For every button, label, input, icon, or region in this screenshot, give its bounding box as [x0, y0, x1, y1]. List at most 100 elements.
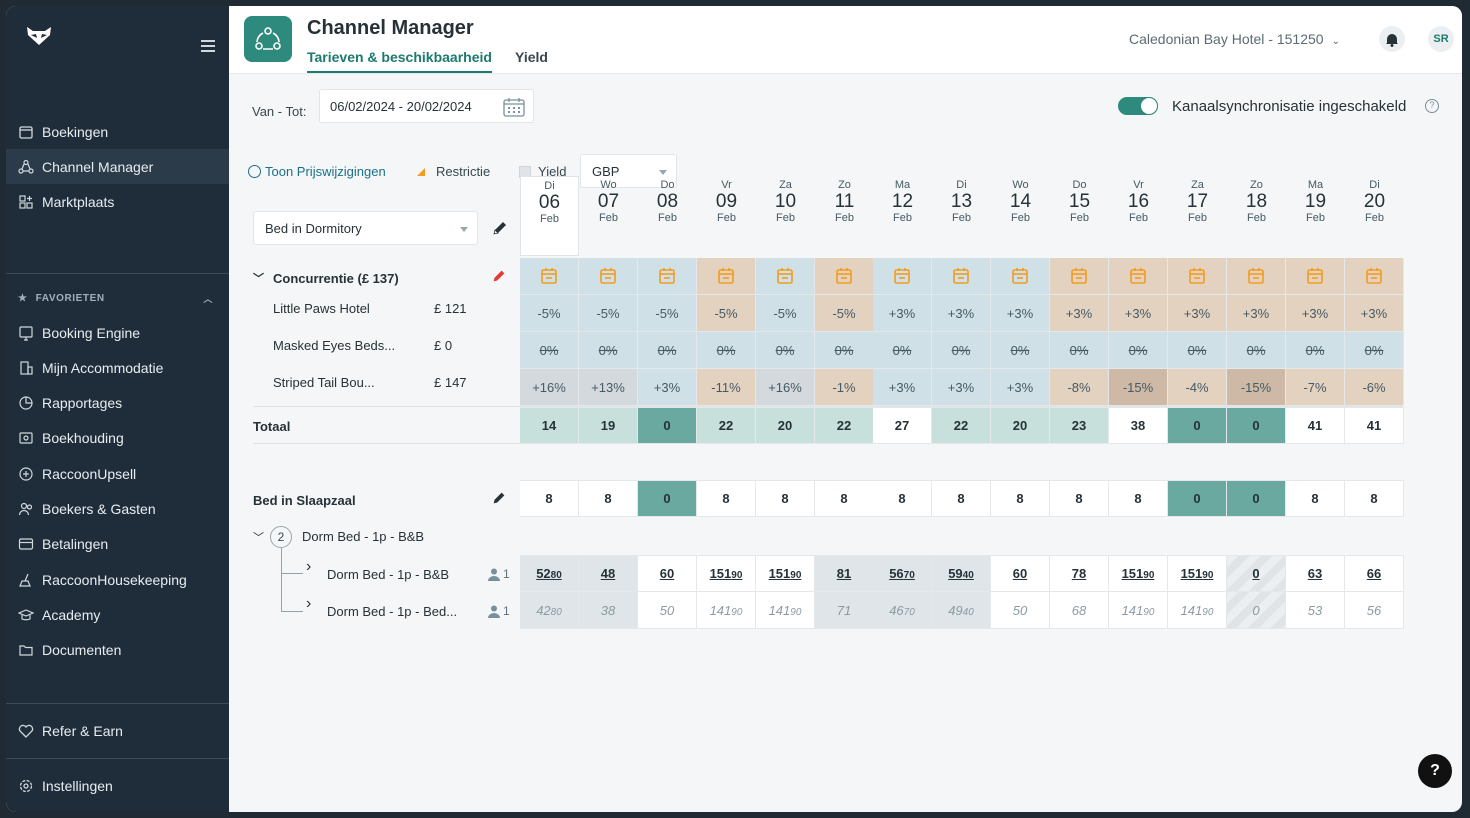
- sidebar-item-academy[interactable]: Academy: [6, 597, 229, 632]
- date-range-input[interactable]: 06/02/2024 - 20/02/2024: [319, 89, 534, 123]
- rate-price-cell[interactable]: 14190: [1168, 592, 1227, 629]
- day-header[interactable]: Ma 12 Feb: [873, 176, 932, 256]
- restriction-cell[interactable]: [579, 258, 638, 295]
- rate-price-cell[interactable]: 4670: [873, 592, 932, 629]
- sidebar-item-rapportages[interactable]: Rapportages: [6, 386, 229, 421]
- sidebar-item-channel-manager[interactable]: Channel Manager: [6, 149, 229, 184]
- tab-rates-availability[interactable]: Tarieven & beschikbaarheid: [307, 49, 492, 73]
- total-cell[interactable]: 41: [1345, 407, 1404, 444]
- total-cell[interactable]: 0: [1227, 407, 1286, 444]
- rate-price-cell[interactable]: 63: [1286, 555, 1345, 592]
- availability-cell[interactable]: 8: [1286, 480, 1345, 517]
- availability-cell[interactable]: 8: [579, 480, 638, 517]
- total-cell[interactable]: 41: [1286, 407, 1345, 444]
- channel-sync-toggle[interactable]: [1118, 97, 1158, 115]
- rate-price-cell[interactable]: 48: [579, 555, 638, 592]
- restriction-cell[interactable]: [1345, 258, 1404, 295]
- rate-price-cell[interactable]: 4280: [520, 592, 579, 629]
- day-header[interactable]: Za 17 Feb: [1168, 176, 1227, 256]
- availability-cell[interactable]: 0: [1168, 480, 1227, 517]
- restriction-cell[interactable]: [697, 258, 756, 295]
- sidebar-item-betalingen[interactable]: Betalingen: [6, 527, 229, 562]
- availability-cell[interactable]: 8: [932, 480, 991, 517]
- total-cell[interactable]: 20: [756, 407, 815, 444]
- sidebar-item-raccoonhousekeeping[interactable]: RaccoonHousekeeping: [6, 562, 229, 597]
- rate-price-cell[interactable]: 14190: [1109, 592, 1168, 629]
- hotel-selector[interactable]: Caledonian Bay Hotel - 151250 ⌄: [1129, 31, 1340, 47]
- day-header[interactable]: Di 06 Feb: [520, 176, 579, 256]
- rate-price-cell[interactable]: 15190: [1168, 555, 1227, 592]
- day-header[interactable]: Di 13 Feb: [932, 176, 991, 256]
- day-header[interactable]: Zo 11 Feb: [815, 176, 874, 256]
- day-header[interactable]: Vr 09 Feb: [697, 176, 756, 256]
- chevron-right-icon[interactable]: ›: [306, 558, 312, 575]
- rate-price-cell[interactable]: 68: [1050, 592, 1109, 629]
- restriction-cell[interactable]: [1050, 258, 1109, 295]
- rate-price-cell[interactable]: 56: [1345, 592, 1404, 629]
- total-cell[interactable]: 0: [1168, 407, 1227, 444]
- show-price-changes-link[interactable]: Toon Prijswijzigingen: [248, 164, 386, 179]
- restriction-cell[interactable]: [1168, 258, 1227, 295]
- rate-price-cell[interactable]: 50: [991, 592, 1050, 629]
- rate-price-cell[interactable]: 15190: [756, 555, 815, 592]
- rate-price-cell[interactable]: 50: [638, 592, 697, 629]
- competition-header[interactable]: ﹀ Concurrentie (£ 137): [253, 270, 399, 286]
- sidebar-item-settings[interactable]: Instellingen: [6, 768, 229, 803]
- total-cell[interactable]: 20: [991, 407, 1050, 444]
- sidebar-item-documenten[interactable]: Documenten: [6, 633, 229, 668]
- edit-pencil-icon[interactable]: [491, 268, 507, 284]
- rate-price-cell[interactable]: 15190: [697, 555, 756, 592]
- availability-cell[interactable]: 0: [1227, 480, 1286, 517]
- availability-cell[interactable]: 8: [991, 480, 1050, 517]
- day-header[interactable]: Do 08 Feb: [638, 176, 697, 256]
- restriction-cell[interactable]: [1227, 258, 1286, 295]
- rate-price-cell[interactable]: 60: [991, 555, 1050, 592]
- restriction-cell[interactable]: [1286, 258, 1345, 295]
- restriction-cell[interactable]: [873, 258, 932, 295]
- availability-cell[interactable]: 8: [697, 480, 756, 517]
- total-cell[interactable]: 19: [579, 407, 638, 444]
- restriction-cell[interactable]: [520, 258, 579, 295]
- day-header[interactable]: Zo 18 Feb: [1227, 176, 1286, 256]
- total-cell[interactable]: 22: [697, 407, 756, 444]
- restriction-cell[interactable]: [991, 258, 1050, 295]
- menu-toggle-icon[interactable]: [201, 40, 215, 52]
- rate-price-cell[interactable]: 0: [1227, 555, 1286, 592]
- sidebar-item-marktplaats[interactable]: Marktplaats: [6, 184, 229, 219]
- rate-price-cell[interactable]: 53: [1286, 592, 1345, 629]
- room-type-select[interactable]: Bed in Dormitory: [253, 211, 478, 245]
- day-header[interactable]: Di 20 Feb: [1345, 176, 1404, 256]
- total-cell[interactable]: 22: [932, 407, 991, 444]
- rate-price-cell[interactable]: 38: [579, 592, 638, 629]
- availability-cell[interactable]: 8: [1109, 480, 1168, 517]
- day-header[interactable]: Do 15 Feb: [1050, 176, 1109, 256]
- total-cell[interactable]: 0: [638, 407, 697, 444]
- availability-cell[interactable]: 0: [638, 480, 697, 517]
- availability-cell[interactable]: 8: [1050, 480, 1109, 517]
- notifications-button[interactable]: [1379, 26, 1405, 52]
- chevron-up-icon[interactable]: ︿: [203, 294, 213, 304]
- restriction-cell[interactable]: [1109, 258, 1168, 295]
- rate-price-cell[interactable]: 14190: [697, 592, 756, 629]
- rate-price-cell[interactable]: 5940: [932, 555, 991, 592]
- rate-price-cell[interactable]: 71: [815, 592, 874, 629]
- chevron-right-icon[interactable]: ›: [306, 595, 312, 612]
- chevron-down-icon[interactable]: ﹀: [253, 273, 264, 285]
- currency-select[interactable]: GBP: [580, 154, 677, 188]
- rate-group-header[interactable]: ﹀: [253, 529, 272, 545]
- tab-yield[interactable]: Yield: [515, 49, 548, 65]
- help-circle-icon[interactable]: ?: [1425, 99, 1439, 113]
- rate-price-cell[interactable]: 5670: [873, 555, 932, 592]
- sidebar-item-refer[interactable]: Refer & Earn: [6, 713, 229, 748]
- rate-price-cell[interactable]: 0: [1227, 592, 1286, 629]
- availability-cell[interactable]: 8: [815, 480, 874, 517]
- availability-cell[interactable]: 8: [520, 480, 579, 517]
- rate-price-cell[interactable]: 78: [1050, 555, 1109, 592]
- sidebar-item-boekers-gasten[interactable]: Boekers & Gasten: [6, 492, 229, 527]
- total-cell[interactable]: 14: [520, 407, 579, 444]
- yield-checkbox[interactable]: Yield: [519, 164, 566, 179]
- sidebar-item-boekingen[interactable]: Boekingen: [6, 114, 229, 149]
- restriction-cell[interactable]: [932, 258, 991, 295]
- total-cell[interactable]: 22: [815, 407, 874, 444]
- favorites-header[interactable]: ★ FAVORIETEN ︿: [18, 292, 213, 305]
